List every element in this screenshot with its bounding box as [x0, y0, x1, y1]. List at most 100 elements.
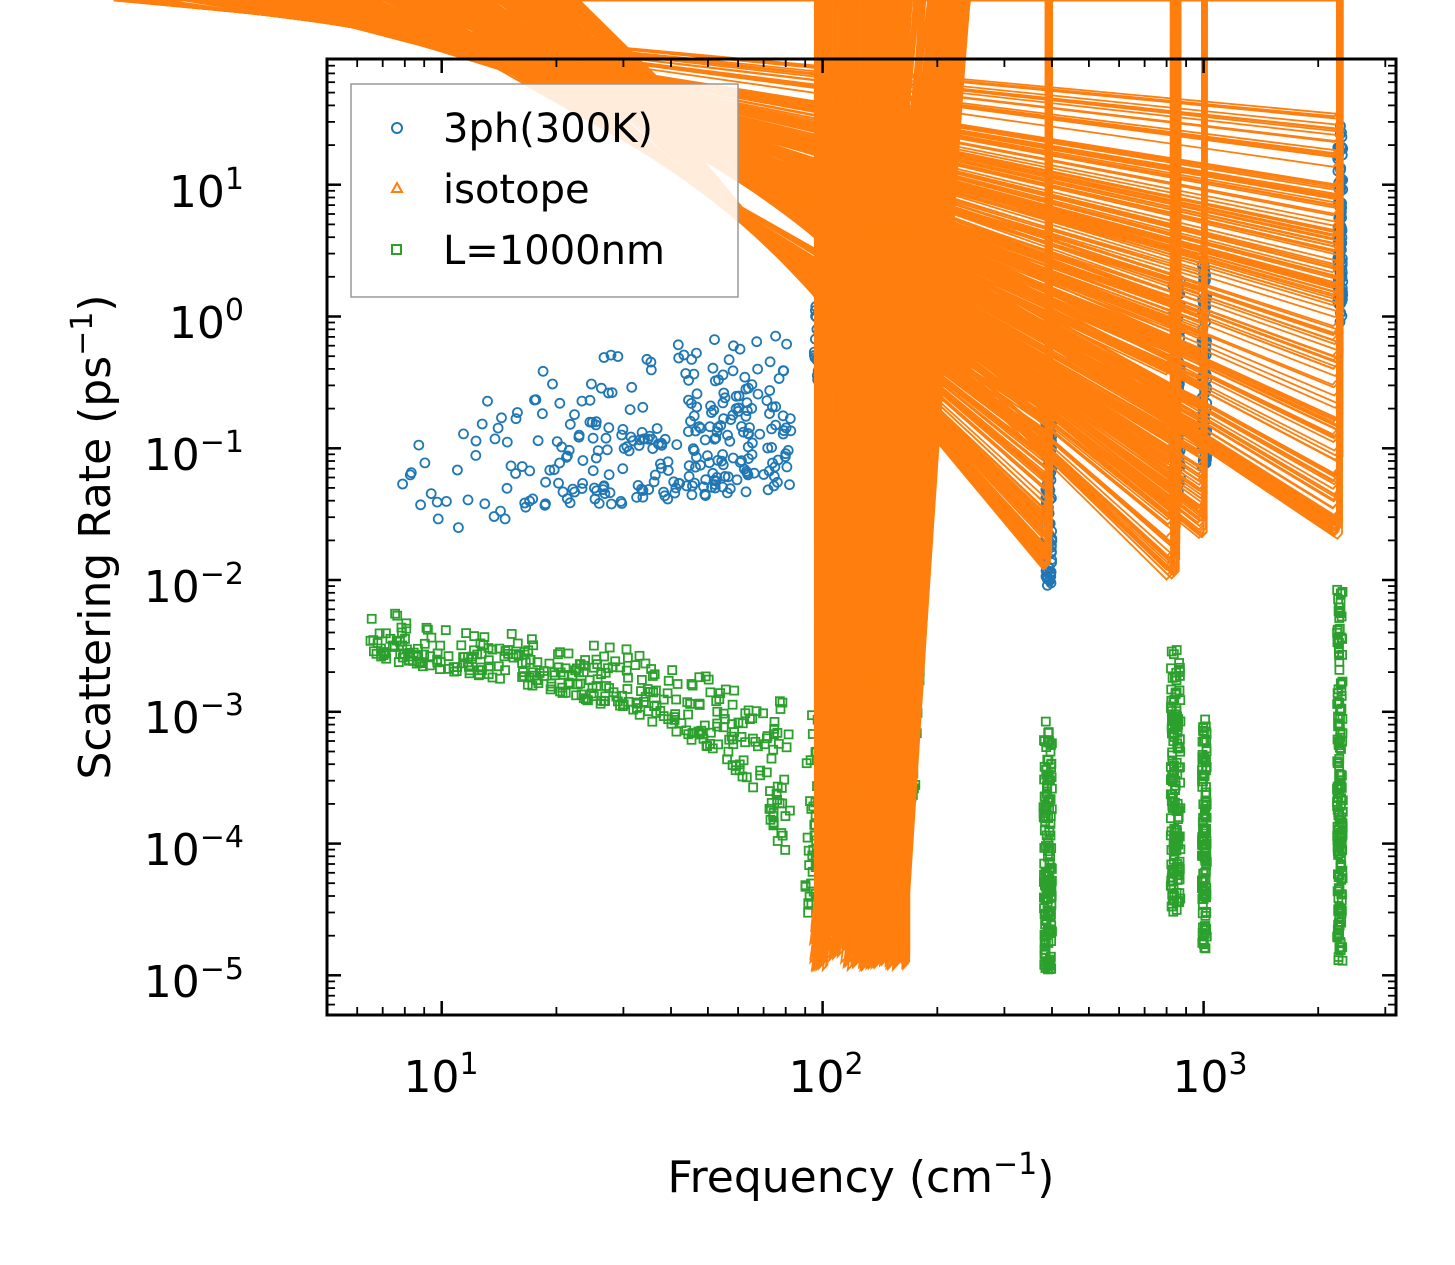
- point-3ph-300k--0-64: [710, 432, 722, 444]
- point-l-1000nm-0-318: [567, 670, 578, 681]
- point-l-1000nm-0-47: [456, 640, 467, 651]
- y-axis-label: Scattering Rate (ps−1): [65, 294, 121, 779]
- point-l-1000nm-0-48: [683, 729, 694, 740]
- point-3ph-300k--0-145: [452, 522, 464, 533]
- point-l-1000nm-0-263: [712, 721, 723, 732]
- point-3ph-300k--0-53: [648, 476, 660, 488]
- point-3ph-300k--0-179: [529, 394, 540, 406]
- point-3ph-300k--0-260: [691, 388, 703, 400]
- point-l-1000nm-0-306: [695, 729, 705, 740]
- point-3ph-300k--0-157: [605, 349, 617, 361]
- point-l-1000nm-2-123: [1043, 728, 1054, 738]
- point-l-1000nm-0-204: [694, 700, 705, 710]
- point-3ph-300k--0-188: [712, 422, 724, 433]
- point-l-1000nm-5-101: [1335, 607, 1346, 618]
- point-l-1000nm-0-295: [765, 786, 775, 796]
- point-3ph-300k--0-228: [764, 385, 776, 396]
- point-l-1000nm-0-330: [734, 765, 745, 776]
- point-3ph-300k--0-163: [709, 375, 721, 387]
- point-l-1000nm-3-150: [1166, 724, 1177, 734]
- point-3ph-300k--0-205: [617, 463, 629, 475]
- legend: 3ph(300K) isotope L=1000nm: [350, 83, 739, 298]
- point-3ph-300k--0-89: [686, 489, 698, 501]
- x-tick-label-1: 101: [403, 1047, 478, 1103]
- point-l-1000nm-0-57: [671, 726, 682, 737]
- point-3ph-300k--0-263: [603, 422, 615, 434]
- point-3ph-300k--0-81: [512, 407, 523, 418]
- point-l-1000nm-0-71: [748, 782, 758, 793]
- point-3ph-300k--0-126: [604, 487, 616, 499]
- point-l-1000nm-0-137: [601, 681, 612, 691]
- point-3ph-300k--0-222: [592, 445, 604, 457]
- point-l-1000nm-0-224: [720, 684, 731, 695]
- point-l-1000nm-0-127: [544, 658, 555, 669]
- point-3ph-300k--0-297: [770, 330, 781, 342]
- point-3ph-300k--0-270: [739, 371, 751, 383]
- point-l-1000nm-0-233: [670, 709, 681, 719]
- point-l-1000nm-5-86: [1333, 718, 1344, 729]
- point-3ph-300k--0-61: [598, 352, 610, 363]
- point-l-1000nm-4-119: [1199, 939, 1209, 949]
- point-3ph-300k--0-106: [451, 464, 463, 476]
- point-l-1000nm-5-158: [1336, 783, 1347, 793]
- point-3ph-300k--0-178: [705, 400, 716, 412]
- point-l-1000nm-4-100: [1201, 866, 1211, 877]
- point-l-1000nm-0-197: [478, 639, 489, 650]
- point-l-1000nm-3-156: [1168, 736, 1179, 747]
- point-3ph-300k--0-128: [718, 387, 730, 399]
- point-3ph-300k--0-158: [499, 513, 511, 525]
- point-l-1000nm-0-30: [533, 678, 544, 689]
- point-l-1000nm-2-147: [1042, 797, 1053, 808]
- point-3ph-300k--0-122: [670, 482, 682, 494]
- y-tick-label-1e0: 100: [169, 293, 244, 349]
- point-3ph-300k--0-280: [551, 436, 563, 448]
- point-3ph-300k--0-262: [678, 349, 690, 361]
- point-3ph-300k--0-271: [683, 426, 694, 438]
- point-3ph-300k--0-16: [532, 435, 544, 447]
- point-l-1000nm-0-316: [499, 651, 510, 662]
- point-l-1000nm-5-119: [1333, 606, 1344, 616]
- point-l-1000nm-0-172: [434, 664, 445, 674]
- point-3ph-300k--0-108: [781, 338, 792, 350]
- point-3ph-300k--0-268: [527, 493, 539, 505]
- y-tick-label-1e1: 101: [169, 162, 244, 218]
- point-3ph-300k--0-249: [751, 336, 763, 348]
- point-l-1000nm-0-174: [419, 638, 430, 649]
- point-3ph-300k--0-144: [736, 421, 747, 432]
- point-l-1000nm-0-333: [618, 701, 628, 711]
- point-3ph-300k--0-295: [653, 438, 664, 450]
- point-3ph-300k--0-132: [573, 431, 585, 443]
- point-l-1000nm-3-139: [1166, 774, 1176, 785]
- point-3ph-300k--0-147: [569, 409, 580, 421]
- point-3ph-300k--0-90: [577, 477, 588, 489]
- point-l-1000nm-0-88: [425, 651, 436, 662]
- point-3ph-300k--0-141: [702, 450, 713, 462]
- point-l-1000nm-0-191: [571, 690, 581, 701]
- point-l-1000nm-0-261: [777, 830, 788, 841]
- point-l-1000nm-0-327: [424, 660, 435, 671]
- point-l-1000nm-2-121: [1042, 782, 1053, 793]
- point-l-1000nm-0-300: [751, 706, 762, 717]
- point-l-1000nm-0-307: [783, 729, 794, 740]
- point-3ph-300k--0-255: [637, 485, 649, 496]
- point-3ph-300k--0-247: [683, 470, 695, 482]
- point-l-1000nm-0-229: [500, 646, 511, 656]
- point-3ph-300k--0-78: [612, 351, 624, 362]
- point-3ph-300k--0-245: [626, 381, 638, 393]
- point-l-1000nm-3-155: [1165, 830, 1176, 841]
- legend-marker-L1000nm: [391, 244, 402, 255]
- point-3ph-300k--0-185: [752, 363, 763, 375]
- point-3ph-300k--0-218: [747, 437, 758, 449]
- point-l-1000nm-0-221: [774, 798, 785, 808]
- point-l-1000nm-0-61: [714, 694, 725, 705]
- point-l-1000nm-0-342: [768, 819, 779, 830]
- point-3ph-300k--0-277: [762, 484, 774, 496]
- point-3ph-300k--0-12: [587, 432, 599, 444]
- point-l-1000nm-0-86: [766, 753, 777, 764]
- point-3ph-300k--0-259: [767, 401, 778, 413]
- point-l-1000nm-5-52: [1332, 584, 1343, 595]
- point-3ph-300k--0-68: [711, 426, 723, 438]
- point-l-1000nm-4-113: [1199, 726, 1209, 737]
- point-l-1000nm-5-148: [1334, 665, 1345, 675]
- point-3ph-300k--0-154: [590, 416, 602, 428]
